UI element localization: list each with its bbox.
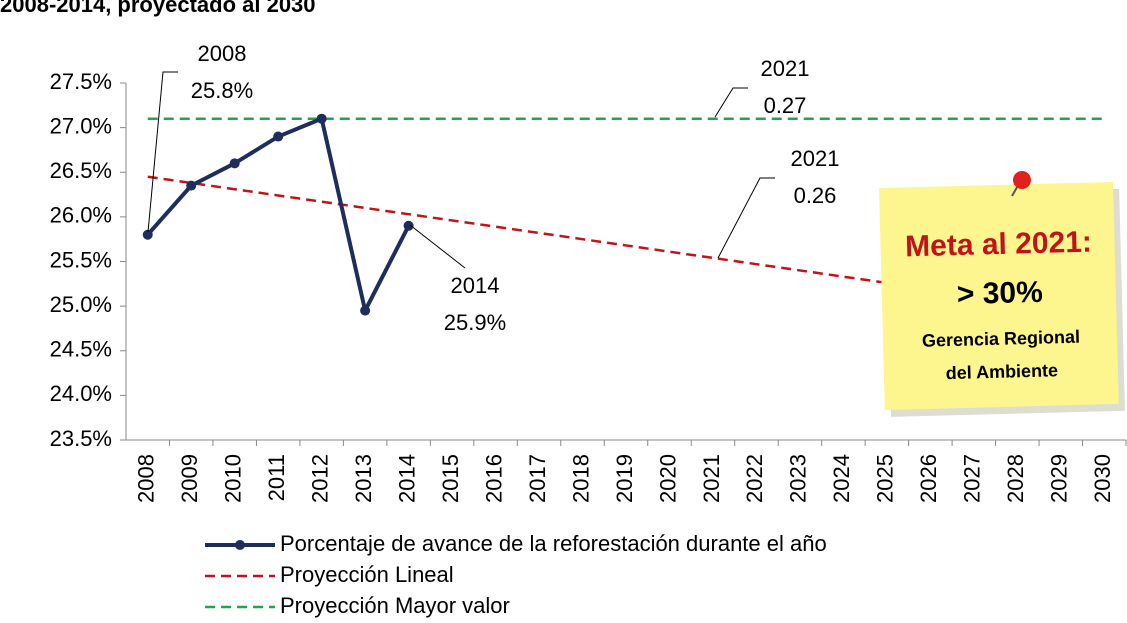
x-tick-label: 2022 bbox=[742, 454, 767, 503]
y-tick-label: 24.5% bbox=[50, 337, 112, 362]
x-tick-label: 2017 bbox=[525, 454, 550, 503]
x-tick-label: 2012 bbox=[307, 454, 332, 503]
x-tick-label: 2026 bbox=[916, 454, 941, 503]
leader-line bbox=[147, 71, 178, 233]
y-tick-label: 25.0% bbox=[50, 292, 112, 317]
y-tick-label: 27.5% bbox=[50, 69, 112, 94]
x-tick-label: 2011 bbox=[264, 454, 289, 501]
x-tick-label: 2021 bbox=[699, 454, 724, 503]
annotation: 25.8% bbox=[191, 78, 253, 103]
y-tick-label: 26.5% bbox=[50, 158, 112, 183]
note-line: Gerencia Regional bbox=[922, 327, 1081, 351]
x-tick-label: 2020 bbox=[655, 454, 680, 503]
leader-line bbox=[717, 177, 775, 259]
series-line bbox=[146, 116, 411, 313]
chart-title: 2008-2014, proyectado al 2030 bbox=[0, 0, 316, 17]
legend-label: Proyección Mayor valor bbox=[280, 593, 510, 618]
x-tick-label: 2019 bbox=[612, 454, 637, 503]
note-heading: Meta al 2021: bbox=[905, 226, 1093, 264]
annotation: 2014 bbox=[451, 273, 500, 298]
x-tick-label: 2018 bbox=[568, 454, 593, 503]
note-paper bbox=[879, 182, 1119, 411]
y-tick-label: 24.0% bbox=[50, 381, 112, 406]
x-tick-label: 2024 bbox=[829, 454, 854, 503]
legend-label: Proyección Lineal bbox=[280, 562, 454, 587]
point bbox=[186, 180, 197, 191]
x-tick-label: 2010 bbox=[221, 454, 246, 503]
note-goal: > 30% bbox=[956, 276, 1043, 311]
annotation: 2021 bbox=[761, 56, 810, 81]
x-tick-label: 2015 bbox=[438, 454, 463, 503]
x-tick-label: 2014 bbox=[394, 454, 419, 503]
pin-head bbox=[1013, 171, 1031, 189]
x-tick-label: 2030 bbox=[1090, 454, 1115, 503]
x-tick-label: 2025 bbox=[873, 454, 898, 503]
legend-marker bbox=[235, 540, 245, 550]
leader-line bbox=[409, 224, 466, 269]
point bbox=[316, 113, 327, 124]
point bbox=[229, 158, 240, 169]
leader-line bbox=[714, 87, 748, 118]
x-tick-label: 2009 bbox=[177, 454, 202, 503]
y-tick-label: 23.5% bbox=[50, 426, 112, 451]
annotation: 0.27 bbox=[764, 93, 807, 118]
y-tick-label: 25.5% bbox=[50, 247, 112, 272]
point bbox=[403, 220, 414, 231]
note-line: del Ambiente bbox=[945, 360, 1058, 383]
sticky-note: Meta al 2021: > 30% Gerencia Regional del A… bbox=[879, 182, 1125, 417]
legend-label: Porcentaje de avance de la reforestación… bbox=[280, 531, 827, 556]
point bbox=[360, 305, 371, 316]
x-tick-label: 2013 bbox=[351, 454, 376, 503]
x-tick-label: 2008 bbox=[134, 454, 159, 503]
annotation: 2008 bbox=[198, 41, 247, 66]
y-tick-label: 27.0% bbox=[50, 113, 112, 138]
x-tick-label: 2028 bbox=[1003, 454, 1028, 503]
x-tick-label: 2023 bbox=[786, 454, 811, 503]
annotation: 25.9% bbox=[444, 310, 506, 335]
y-tick-label: 26.0% bbox=[50, 203, 112, 228]
x-tick-label: 2027 bbox=[960, 454, 985, 503]
annotation: 2021 bbox=[791, 146, 840, 171]
point bbox=[142, 229, 153, 240]
annotation: 0.26 bbox=[794, 183, 837, 208]
point bbox=[273, 131, 284, 142]
x-tick-label: 2029 bbox=[1047, 454, 1072, 503]
x-tick-label: 2016 bbox=[481, 454, 506, 503]
